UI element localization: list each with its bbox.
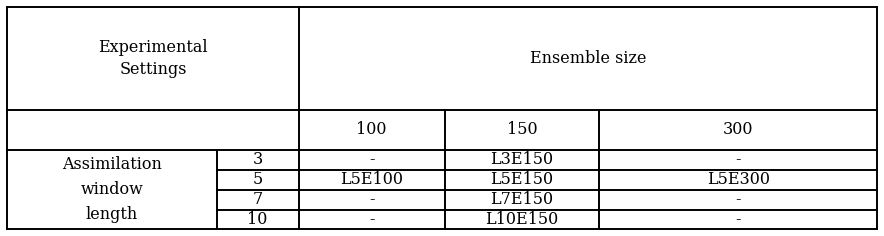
Text: Ensemble size: Ensemble size [530, 50, 646, 67]
Text: 10: 10 [248, 211, 268, 228]
Text: L7E150: L7E150 [491, 191, 553, 208]
Text: 100: 100 [356, 121, 387, 138]
Text: L10E150: L10E150 [485, 211, 559, 228]
Text: 150: 150 [507, 121, 537, 138]
Text: L5E150: L5E150 [491, 171, 553, 188]
Text: -: - [369, 191, 375, 208]
Text: L5E100: L5E100 [340, 171, 403, 188]
Text: 5: 5 [253, 171, 263, 188]
Text: -: - [369, 211, 375, 228]
Text: -: - [735, 211, 741, 228]
Text: Assimilation
window
length: Assimilation window length [62, 156, 162, 223]
Text: L3E150: L3E150 [491, 151, 553, 168]
Text: -: - [735, 191, 741, 208]
Text: 7: 7 [253, 191, 263, 208]
Text: L5E300: L5E300 [706, 171, 770, 188]
Text: 300: 300 [723, 121, 753, 138]
Text: Experimental
Settings: Experimental Settings [98, 38, 208, 78]
Text: 3: 3 [253, 151, 263, 168]
Text: -: - [735, 151, 741, 168]
Text: -: - [369, 151, 375, 168]
